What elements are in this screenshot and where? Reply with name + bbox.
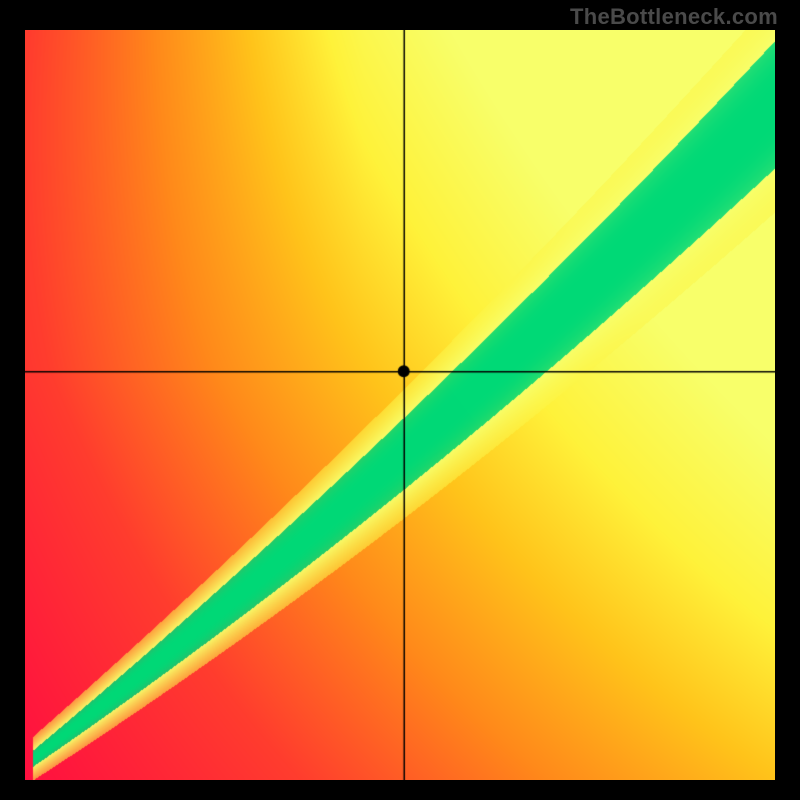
chart-container: TheBottleneck.com: [0, 0, 800, 800]
watermark-text: TheBottleneck.com: [570, 4, 778, 30]
crosshair-overlay: [25, 30, 775, 780]
